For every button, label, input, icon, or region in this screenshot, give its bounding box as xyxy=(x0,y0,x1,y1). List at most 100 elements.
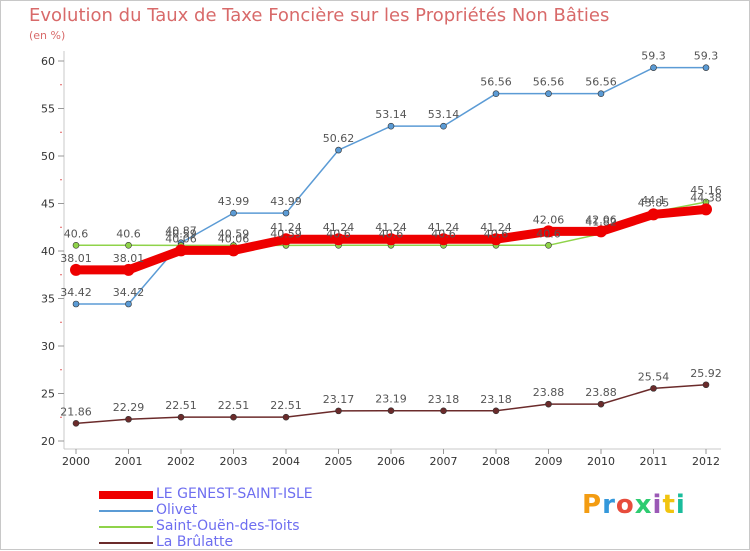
data-point xyxy=(387,407,395,414)
data-label: 38.01 xyxy=(60,252,92,265)
data-label: 40.6 xyxy=(64,227,89,240)
data-point xyxy=(227,244,240,257)
data-label: 45.16 xyxy=(690,184,722,197)
data-label: 22.51 xyxy=(218,399,250,412)
data-point xyxy=(175,244,187,257)
data-point xyxy=(70,263,82,276)
data-point xyxy=(650,64,657,71)
x-tick-label: 2002 xyxy=(167,455,195,468)
legend-swatch xyxy=(99,491,153,499)
data-point xyxy=(440,407,447,415)
proxiti-logo: Proxiti xyxy=(582,490,686,520)
chart-title: Evolution du Taux de Taxe Foncière sur l… xyxy=(29,5,610,26)
data-label: 21.86 xyxy=(60,405,92,418)
data-label: 40.6 xyxy=(536,227,561,240)
data-label: 41.24 xyxy=(270,221,302,234)
data-point xyxy=(545,90,552,97)
logo-letter: x xyxy=(634,490,653,520)
data-point xyxy=(492,407,500,415)
logo-letter: t xyxy=(662,490,676,520)
data-point xyxy=(125,242,132,249)
x-tick-label: 2000 xyxy=(62,455,90,468)
data-label: 23.18 xyxy=(480,393,512,406)
data-label: 40.06 xyxy=(165,232,197,245)
data-point xyxy=(332,233,345,246)
data-label: 23.18 xyxy=(428,393,460,406)
y-tick-label: 30 xyxy=(41,340,55,353)
legend-label: LE GENEST-SAINT-ISLE xyxy=(156,486,313,502)
data-point xyxy=(440,122,447,130)
data-point xyxy=(387,122,395,130)
data-label: 25.54 xyxy=(638,370,670,383)
data-label: 40.59 xyxy=(165,227,197,240)
data-label: 22.51 xyxy=(270,399,302,412)
data-label: 41.82 xyxy=(585,216,617,229)
data-label: 40.6 xyxy=(326,227,351,240)
y-tick-label: 25 xyxy=(41,388,55,401)
x-tick-label: 2003 xyxy=(220,455,248,468)
data-label: 23.88 xyxy=(585,386,617,399)
logo-letter: i xyxy=(675,490,686,520)
data-label: 43.99 xyxy=(218,195,250,208)
data-point xyxy=(230,413,237,421)
y-tick-label: 35 xyxy=(41,293,55,306)
data-point xyxy=(177,413,185,421)
logo-letter: r xyxy=(602,490,616,520)
x-tick-label: 2008 xyxy=(482,455,510,468)
data-point xyxy=(545,400,552,408)
y-tick-label: 45 xyxy=(41,198,55,211)
data-label: 23.17 xyxy=(323,393,355,406)
data-label: 53.14 xyxy=(428,108,460,121)
y-tick-label: 60 xyxy=(41,55,55,68)
logo-letter: P xyxy=(582,490,603,520)
data-label: 40.59 xyxy=(218,227,250,240)
legend-swatch xyxy=(99,510,153,512)
data-label: 40.59 xyxy=(270,227,302,240)
data-label: 59.3 xyxy=(694,50,719,63)
y-tick-label: 20 xyxy=(41,435,55,448)
data-point xyxy=(122,263,135,276)
y-tick-label: 40 xyxy=(41,245,55,258)
data-label: 56.56 xyxy=(480,76,512,89)
data-label: 22.51 xyxy=(165,399,197,412)
legend-label: Saint-Ouën-des-Toits xyxy=(156,518,300,534)
data-label: 44.38 xyxy=(690,191,722,204)
data-label: 42.06 xyxy=(533,213,565,226)
data-point xyxy=(230,209,237,217)
x-tick-label: 2001 xyxy=(115,455,143,468)
data-point xyxy=(650,385,657,392)
data-label: 43.99 xyxy=(270,195,302,208)
data-point xyxy=(702,64,710,71)
data-point xyxy=(702,381,710,389)
data-point xyxy=(492,90,500,97)
data-label: 25.92 xyxy=(690,367,722,380)
data-label: 41.24 xyxy=(480,221,512,234)
data-label: 41.24 xyxy=(375,221,407,234)
legend-label: La Brûlatte xyxy=(156,534,234,550)
data-label: 43.85 xyxy=(638,196,670,209)
data-point xyxy=(597,400,605,408)
data-point xyxy=(595,225,607,238)
data-point xyxy=(647,208,660,221)
data-label: 23.19 xyxy=(375,393,407,406)
data-label: 22.29 xyxy=(113,401,145,414)
data-label: 41.24 xyxy=(428,221,460,234)
data-label: 38.01 xyxy=(113,252,145,265)
data-label: 40.6 xyxy=(431,227,456,240)
data-label: 50.62 xyxy=(323,132,355,145)
x-tick-label: 2010 xyxy=(587,455,615,468)
data-label: 34.42 xyxy=(60,286,92,299)
data-point xyxy=(125,300,132,308)
data-label: 23.88 xyxy=(533,386,565,399)
x-tick-label: 2011 xyxy=(640,455,668,468)
data-label: 44.1 xyxy=(641,194,666,207)
data-point xyxy=(72,300,80,308)
data-label: 40.6 xyxy=(379,227,404,240)
data-point xyxy=(597,90,605,97)
data-label: 40.06 xyxy=(218,232,250,245)
logo-letter: o xyxy=(615,490,635,520)
logo-letter: i xyxy=(652,490,663,520)
data-label: 40.87 xyxy=(165,225,197,238)
x-tick-label: 2006 xyxy=(377,455,405,468)
